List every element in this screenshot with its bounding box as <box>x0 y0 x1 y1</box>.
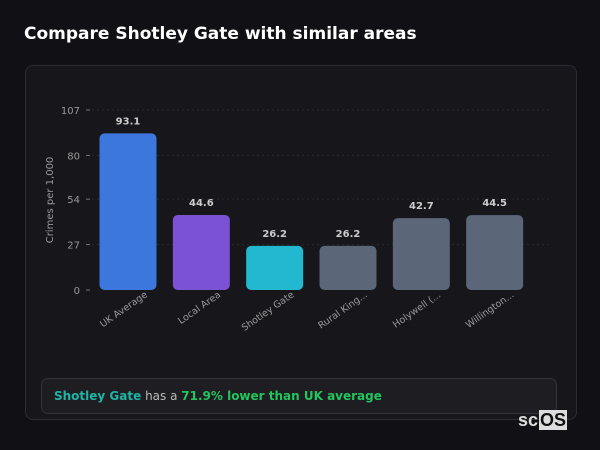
bar[interactable] <box>466 215 524 290</box>
x-tick-label: Willington... <box>464 289 517 330</box>
summary-text: has a <box>141 389 182 403</box>
x-tick-label: UK Average <box>98 289 150 330</box>
bar[interactable] <box>172 214 230 290</box>
bar[interactable] <box>392 218 450 290</box>
scos-logo: sc OS <box>518 410 568 430</box>
summary-area: Shotley Gate <box>54 389 142 403</box>
data-label: 93.1 <box>116 116 141 127</box>
bar[interactable] <box>246 245 304 290</box>
page-title: Compare Shotley Gate with similar areas <box>24 24 417 44</box>
data-label: 44.6 <box>189 198 214 209</box>
summary-highlight: 71.9% lower than UK average <box>181 389 382 403</box>
x-tick-label: Holywell (... <box>391 289 443 330</box>
data-label: 44.5 <box>482 198 507 209</box>
x-tick-label: Shotley Gate <box>240 289 297 333</box>
y-tick-label: 54 <box>67 195 80 206</box>
data-label: 26.2 <box>336 229 361 240</box>
data-label: 42.7 <box>409 201 434 212</box>
y-tick-label: 0 <box>74 286 80 297</box>
bar[interactable] <box>319 245 377 290</box>
x-tick-label: Rural King... <box>316 289 369 331</box>
y-tick-label: 107 <box>61 106 80 117</box>
y-tick-label: 80 <box>67 151 80 162</box>
summary-box: Shotley Gate has a 71.9% lower than UK a… <box>41 378 557 414</box>
y-tick-label: 27 <box>67 241 80 252</box>
y-axis-label: Crimes per 1,000 <box>45 157 56 244</box>
bar[interactable] <box>99 133 157 290</box>
x-tick-label: Local Area <box>176 289 223 326</box>
data-label: 26.2 <box>262 229 287 240</box>
